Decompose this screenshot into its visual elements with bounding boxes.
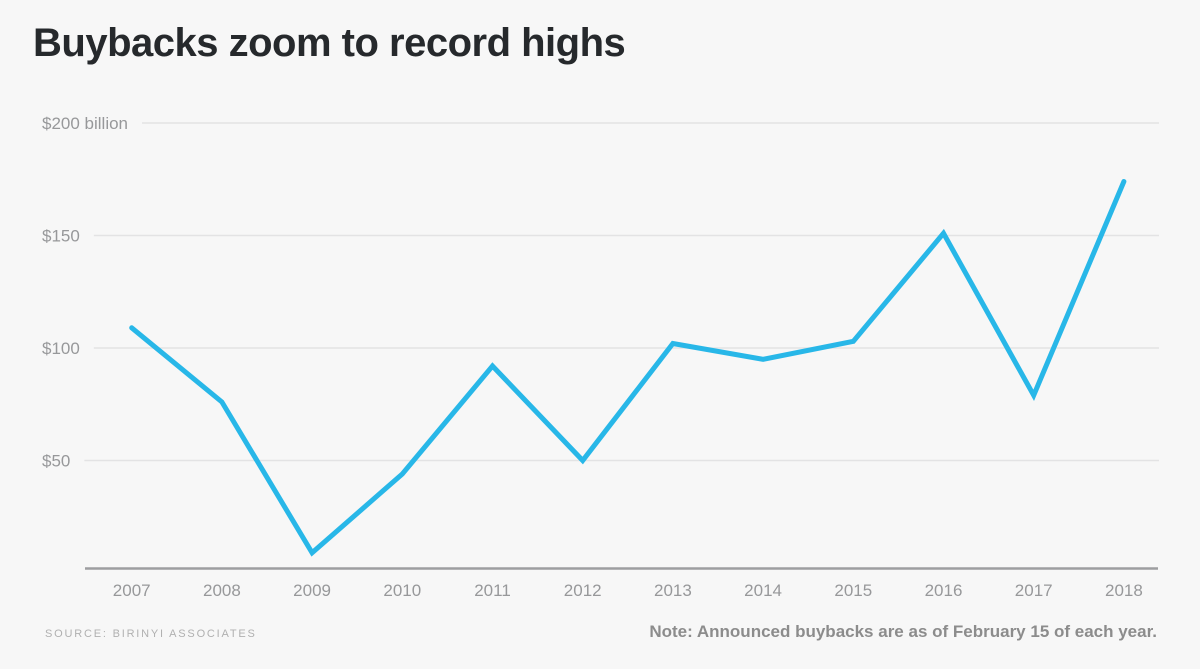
y-tick-label: $200 billion [42, 114, 128, 133]
x-tick-label: 2010 [383, 581, 421, 600]
x-tick-label: 2011 [474, 581, 511, 600]
y-tick-label: $150 [42, 227, 80, 246]
x-tick-label: 2009 [293, 581, 331, 600]
footnote: Note: Announced buybacks are as of Febru… [649, 622, 1157, 641]
source-attribution: SOURCE: BIRINYI ASSOCIATES [45, 628, 257, 640]
x-tick-label: 2013 [654, 581, 692, 600]
y-tick-label: $100 [42, 339, 80, 358]
x-tick-label: 2008 [203, 581, 241, 600]
y-tick-label: $50 [42, 452, 70, 471]
chart-title: Buybacks zoom to record highs [33, 21, 626, 65]
x-tick-label: 2014 [744, 581, 782, 600]
x-tick-label: 2018 [1105, 581, 1143, 600]
buybacks-data-line [129, 179, 1127, 557]
x-tick-label: 2015 [834, 581, 872, 600]
x-tick-label: 2007 [113, 581, 151, 600]
x-tick-label: 2012 [564, 581, 602, 600]
x-tick-label: 2017 [1015, 581, 1053, 600]
x-tick-label: 2016 [925, 581, 963, 600]
